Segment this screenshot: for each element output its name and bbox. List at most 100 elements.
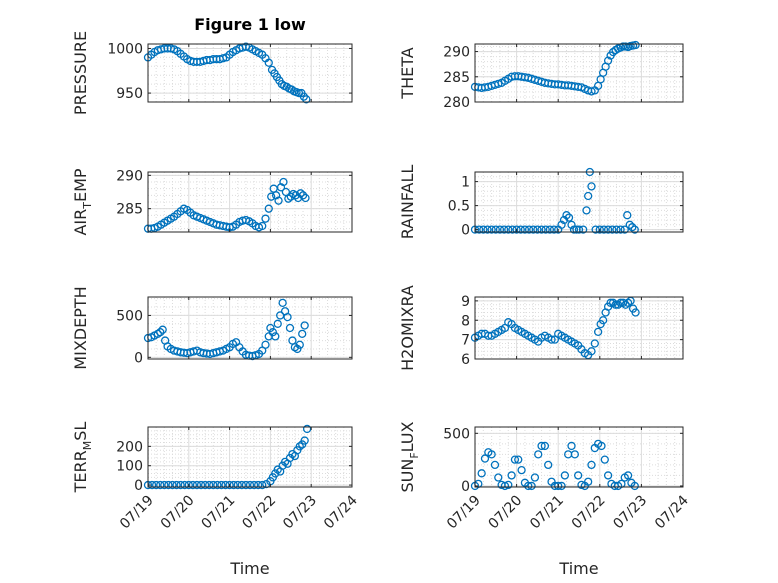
data-point [623,298,633,307]
x-axis-label: Time [558,559,598,578]
data-point [574,471,583,480]
data-point [283,312,292,322]
data-point [213,480,222,490]
data-point [514,455,523,464]
data-point [533,225,542,234]
y-tick-label: 7 [461,333,470,349]
data-point [545,225,555,234]
y-tick-label: 8 [461,313,470,329]
data-point [249,480,259,490]
data-point [267,192,276,201]
data-point [534,450,543,459]
y-axis-label: H2OMIXRA [398,285,417,371]
data-point [544,460,553,470]
data-point [477,469,486,478]
data-point [278,298,287,308]
subplot-rainfall: 0 0.5 1 RAINFALL [398,165,684,240]
data-point [537,441,546,451]
data-point [530,473,540,482]
data-point [254,480,263,490]
y-tick-label: 285 [116,202,143,218]
data-point [574,225,584,234]
data-point [156,480,165,490]
x-axis-label: Time [229,559,269,578]
y-tick-label: 0.5 [448,199,470,215]
data-point [557,220,566,229]
data-point [301,193,310,203]
subplot-theta: 280 285 290 THETA [398,40,684,111]
data-point [611,300,620,309]
data-point [293,344,302,354]
subplot-h2omixra: 6 7 8 9 H2OMIXRA [398,285,684,371]
y-tick-label: 290 [116,168,143,184]
data-point [517,466,526,475]
data-point [156,328,165,337]
data-point [630,225,639,234]
data-point [295,442,304,451]
axes-box [474,296,684,360]
data-point [620,225,629,234]
data-point [273,319,282,328]
data-point [579,225,588,234]
data-point [623,211,632,220]
data-point [569,225,579,234]
data-point [603,471,613,480]
data-point [233,480,242,490]
data-point [623,471,633,480]
y-axis-label: TERRMSL [71,422,94,494]
subplot-pressure: 950 1000 PRESSURE [71,31,353,115]
data-point [176,480,185,490]
data-point [158,325,167,334]
axes-box [474,426,684,488]
data-point [266,323,275,333]
data-point [621,300,630,309]
y-tick-label: 200 [116,439,143,455]
data-point [184,480,193,490]
y-tick-label: 0 [461,479,470,495]
data-point [229,480,238,490]
data-point [540,441,550,451]
data-point [261,340,270,349]
data-point [541,225,550,234]
data-point [284,194,293,203]
data-point [507,471,516,480]
y-axis-label: SUNFLUX [398,421,421,492]
axes-box [147,426,353,488]
data-point [152,480,161,490]
data-point [491,225,500,234]
data-point [160,480,169,490]
data-point [567,441,576,451]
data-point [560,471,570,480]
data-point [606,298,615,307]
y-tick-label: 500 [443,426,470,442]
data-point [490,460,500,470]
data-point [625,220,634,229]
data-point [264,58,273,67]
data-point [196,480,206,490]
y-tick-label: 290 [443,45,470,61]
data-point [504,225,513,234]
data-point [480,454,490,463]
y-tick-label: 280 [443,95,470,111]
y-tick-label: 950 [116,86,143,102]
y-tick-label: 6 [461,352,470,368]
y-tick-label: 0 [461,223,470,239]
data-point [479,225,488,234]
data-point [264,204,273,213]
data-point [587,347,596,356]
data-point [200,480,210,490]
data-point [595,225,604,234]
data-point [567,220,576,229]
data-point [299,92,309,101]
axes-box [474,171,684,233]
data-point [612,225,621,234]
data-point [494,473,503,482]
data-point [587,182,596,191]
y-tick-label: 285 [443,70,470,86]
data-point [587,460,596,470]
subplot-mixdepth: 0 500 MIXDEPTH [71,286,353,370]
data-point [582,206,591,215]
y-axis-label: RAINFALL [398,165,417,240]
data-point [593,327,603,337]
